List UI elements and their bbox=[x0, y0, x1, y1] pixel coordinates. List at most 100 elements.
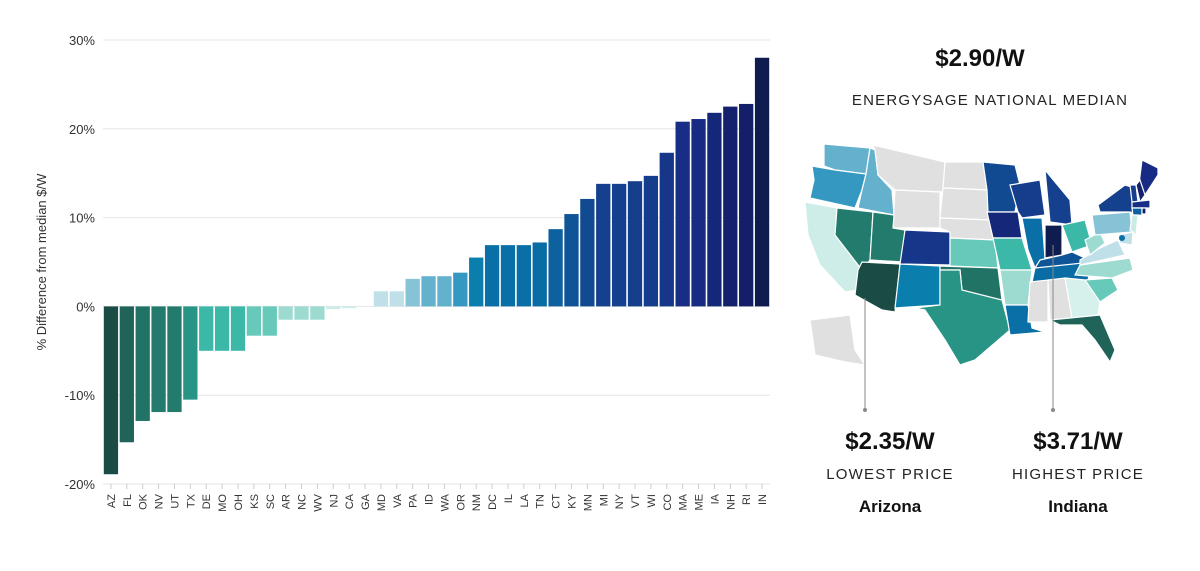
x-tick-label: MI bbox=[598, 494, 610, 506]
bar-pa bbox=[405, 278, 420, 307]
bar-ca bbox=[342, 306, 357, 309]
x-tick-label: TN bbox=[535, 494, 547, 509]
highest-price-label: HIGHEST PRICE bbox=[1011, 466, 1144, 483]
x-tick-label: AR bbox=[281, 494, 293, 509]
lowest-price-label: LOWEST PRICE bbox=[826, 466, 954, 483]
map-state-ms bbox=[1027, 279, 1049, 323]
x-tick-label: KS bbox=[249, 494, 261, 509]
map-state-nc bbox=[1074, 257, 1134, 279]
map-state-az bbox=[854, 261, 901, 313]
bar-tn bbox=[532, 242, 547, 307]
map-state-fl bbox=[1047, 314, 1116, 364]
bar-in bbox=[754, 57, 770, 307]
bar-la bbox=[516, 245, 531, 307]
x-tick-label: DC bbox=[487, 494, 499, 510]
map-state-ma bbox=[1131, 199, 1151, 209]
bar-or bbox=[453, 272, 468, 307]
bar-ri bbox=[739, 103, 754, 307]
x-tick-label: NV bbox=[154, 493, 166, 509]
x-tick-label: IA bbox=[709, 493, 721, 504]
x-tick-label: TX bbox=[185, 493, 197, 508]
bar-fl bbox=[119, 306, 134, 443]
bar-ks bbox=[246, 306, 262, 336]
lowest-price-value: $2.35/W bbox=[845, 428, 935, 455]
x-tick-label: MD bbox=[376, 494, 388, 511]
map-state-ct bbox=[1131, 207, 1143, 217]
bar-wa bbox=[437, 276, 452, 307]
map-state-ks bbox=[949, 237, 999, 269]
x-tick-label: IL bbox=[503, 494, 515, 503]
highest-price-connector-dot bbox=[1051, 408, 1055, 412]
highest-price-state: Indiana bbox=[1048, 497, 1108, 516]
bar-az bbox=[103, 306, 119, 475]
bar-co bbox=[659, 152, 674, 307]
bar-ct bbox=[548, 229, 563, 307]
us-choropleth-map bbox=[804, 143, 1159, 412]
map-state-sd bbox=[939, 187, 991, 221]
bar-sc bbox=[262, 306, 277, 336]
bar-wv bbox=[310, 306, 325, 320]
map-state-ri bbox=[1141, 207, 1147, 215]
map-state-sc bbox=[1083, 277, 1119, 303]
x-tick-label: VA bbox=[392, 493, 404, 508]
median-label: ENERGYSAGE NATIONAL MEDIAN bbox=[851, 92, 1129, 109]
y-tick-label: -10% bbox=[65, 388, 96, 403]
map-state-nm bbox=[894, 263, 941, 309]
map-state-co bbox=[899, 229, 951, 266]
y-tick-label: 30% bbox=[69, 33, 95, 48]
y-tick-label: 0% bbox=[76, 299, 95, 314]
map-state-nd bbox=[942, 161, 988, 191]
bar-ny bbox=[611, 183, 627, 307]
x-tick-label: NY bbox=[614, 493, 626, 509]
x-tick-label: ID bbox=[424, 494, 436, 505]
map-state-la bbox=[1004, 304, 1046, 336]
x-tick-label: NH bbox=[725, 494, 737, 510]
map-state-ia bbox=[986, 211, 1023, 239]
bar-vt bbox=[627, 181, 643, 307]
bar-ky bbox=[564, 214, 579, 307]
bar-wi bbox=[643, 175, 659, 307]
bar-id bbox=[421, 276, 436, 307]
map-state-mi bbox=[1044, 168, 1073, 226]
x-tick-label: WV bbox=[312, 493, 324, 511]
x-tick-label: MO bbox=[217, 494, 229, 512]
x-tick-label: CO bbox=[662, 494, 674, 511]
bar-ma bbox=[675, 121, 690, 307]
bar-mi bbox=[596, 183, 611, 307]
bar-mn bbox=[580, 198, 595, 307]
bar-nm bbox=[469, 257, 484, 307]
map-state-pa bbox=[1091, 211, 1133, 236]
x-tick-label: RI bbox=[741, 494, 753, 505]
map-state-ak bbox=[809, 314, 867, 366]
bar-ok bbox=[135, 306, 150, 421]
x-tick-label: ME bbox=[694, 494, 706, 511]
x-tick-label: PA bbox=[408, 493, 420, 508]
x-tick-label: NC bbox=[297, 494, 309, 510]
map-state-or bbox=[809, 165, 867, 209]
map-state-wi bbox=[1009, 179, 1046, 219]
x-tick-label: KY bbox=[566, 493, 578, 508]
bar-oh bbox=[230, 306, 246, 351]
x-tick-label: OR bbox=[455, 494, 467, 511]
x-tick-label: UT bbox=[169, 494, 181, 509]
bar-ar bbox=[278, 306, 293, 320]
lowest-price-state: Arizona bbox=[858, 497, 922, 516]
x-tick-label: VT bbox=[630, 494, 642, 508]
map-state-dc bbox=[1119, 235, 1125, 241]
x-tick-label: OH bbox=[233, 494, 245, 511]
map-state-nj bbox=[1129, 214, 1139, 237]
bar-dc bbox=[484, 245, 500, 307]
x-tick-label: SC bbox=[265, 494, 277, 509]
bar-va bbox=[389, 291, 404, 307]
x-tick-label: DE bbox=[201, 494, 213, 509]
median-value: $2.90/W bbox=[935, 45, 1025, 72]
map-state-nh bbox=[1135, 178, 1146, 204]
x-tick-label: CA bbox=[344, 493, 356, 509]
bar-nc bbox=[294, 306, 309, 320]
y-tick-label: 10% bbox=[69, 211, 95, 226]
bar-chart: 30% 20% 10% 0% -10% -20% % Difference from med… bbox=[34, 33, 770, 512]
x-tick-label: IN bbox=[757, 494, 769, 505]
bar-md bbox=[373, 291, 389, 307]
x-tick-label: AZ bbox=[106, 494, 118, 508]
bar-nv bbox=[151, 306, 166, 413]
